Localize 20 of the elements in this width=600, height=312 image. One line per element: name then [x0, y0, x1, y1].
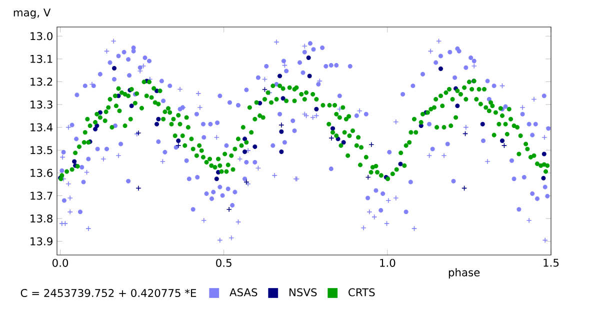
legend-label: CRTS — [348, 288, 375, 296]
y-tick-label: 13.9 — [30, 237, 52, 246]
x-axis-title: phase — [448, 268, 480, 278]
y-tick-label: 13.0 — [30, 32, 52, 40]
legend-label: NSVS — [290, 288, 317, 296]
y-tick-label: 13.7 — [30, 192, 52, 200]
y-tick-label: 13.1 — [30, 54, 52, 63]
y-axis-title: mag, V — [14, 8, 51, 19]
y-tick-label: 13.4 — [30, 123, 53, 132]
x-tick-label: 0.5 — [216, 258, 232, 267]
y-tick-label: 13.2 — [30, 78, 52, 86]
y-tick-label: 13.8 — [30, 214, 52, 223]
y-tick-label: 13.6 — [30, 168, 52, 177]
x-tick-label: 1.5 — [544, 258, 559, 267]
y-tick-label: 13.3 — [30, 100, 52, 109]
x-tick-label: 0.0 — [52, 258, 68, 267]
text: C = 2453739.752 + 0.420775 *E — [20, 288, 196, 298]
legend-label: ASAS — [230, 288, 258, 296]
y-tick-label: 13.5 — [30, 146, 52, 154]
x-tick-label: 1.0 — [380, 258, 396, 267]
